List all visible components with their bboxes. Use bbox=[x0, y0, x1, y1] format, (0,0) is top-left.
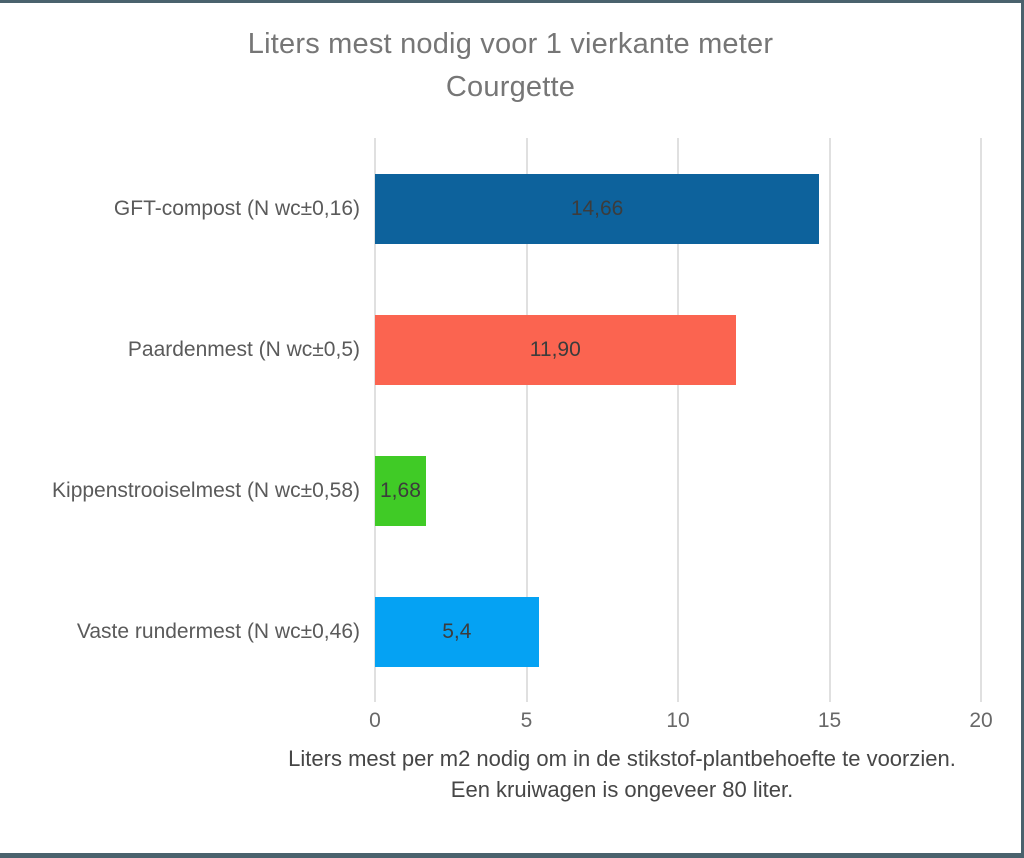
x-tick-label: 0 bbox=[369, 709, 381, 732]
bar bbox=[375, 173, 820, 244]
x-tick-label: 15 bbox=[817, 709, 842, 732]
gridline bbox=[828, 138, 831, 702]
x-axis-label-line1: Liters mest per m2 nodig om in de stikst… bbox=[288, 746, 956, 771]
category-label: Vaste rundermest (N wc±0,46) bbox=[76, 619, 360, 643]
bar-row: 14,66 bbox=[375, 138, 981, 279]
x-axis-ticks: 0 5 10 15 20 bbox=[369, 709, 993, 739]
chart-title-line1: Liters mest nodig voor 1 vierkante meter bbox=[247, 28, 774, 60]
bar-value-label: 1,68 bbox=[380, 478, 421, 502]
bar-row: 11,90 bbox=[375, 279, 981, 420]
bar-value-label: 5,4 bbox=[442, 619, 472, 643]
bar bbox=[375, 455, 426, 526]
x-tick-label: 20 bbox=[969, 709, 993, 732]
x-axis-label: Liters mest per m2 nodig om in de stikst… bbox=[222, 743, 1021, 805]
category-label: Kippenstrooiselmest (N wc±0,58) bbox=[52, 478, 360, 502]
x-tick-label: 5 bbox=[520, 709, 533, 732]
category-label: Paardenmest (N wc±0,5) bbox=[127, 337, 360, 361]
gridline bbox=[677, 138, 679, 702]
plot-area: 14,66 11,90 1,68 5,4 bbox=[374, 138, 982, 702]
bar-value-label: 14,66 bbox=[570, 196, 624, 220]
gridline bbox=[374, 138, 376, 702]
chart-title-line2: Courgette bbox=[445, 71, 576, 103]
category-label: GFT-compost (N wc±0,16) bbox=[113, 196, 360, 220]
chart-title: Liters mest nodig voor 1 vierkante meter… bbox=[0, 23, 1021, 109]
bar-row: 5,4 bbox=[375, 561, 981, 702]
gridline bbox=[525, 138, 528, 702]
x-tick-label: 10 bbox=[666, 709, 690, 732]
gridline bbox=[980, 138, 982, 702]
bar bbox=[375, 596, 539, 667]
bar-row: 1,68 bbox=[375, 420, 981, 561]
bar-value-label: 11,90 bbox=[529, 337, 581, 361]
bar bbox=[375, 314, 736, 385]
x-axis-label-line2: Een kruiwagen is ongeveer 80 liter. bbox=[450, 777, 794, 802]
